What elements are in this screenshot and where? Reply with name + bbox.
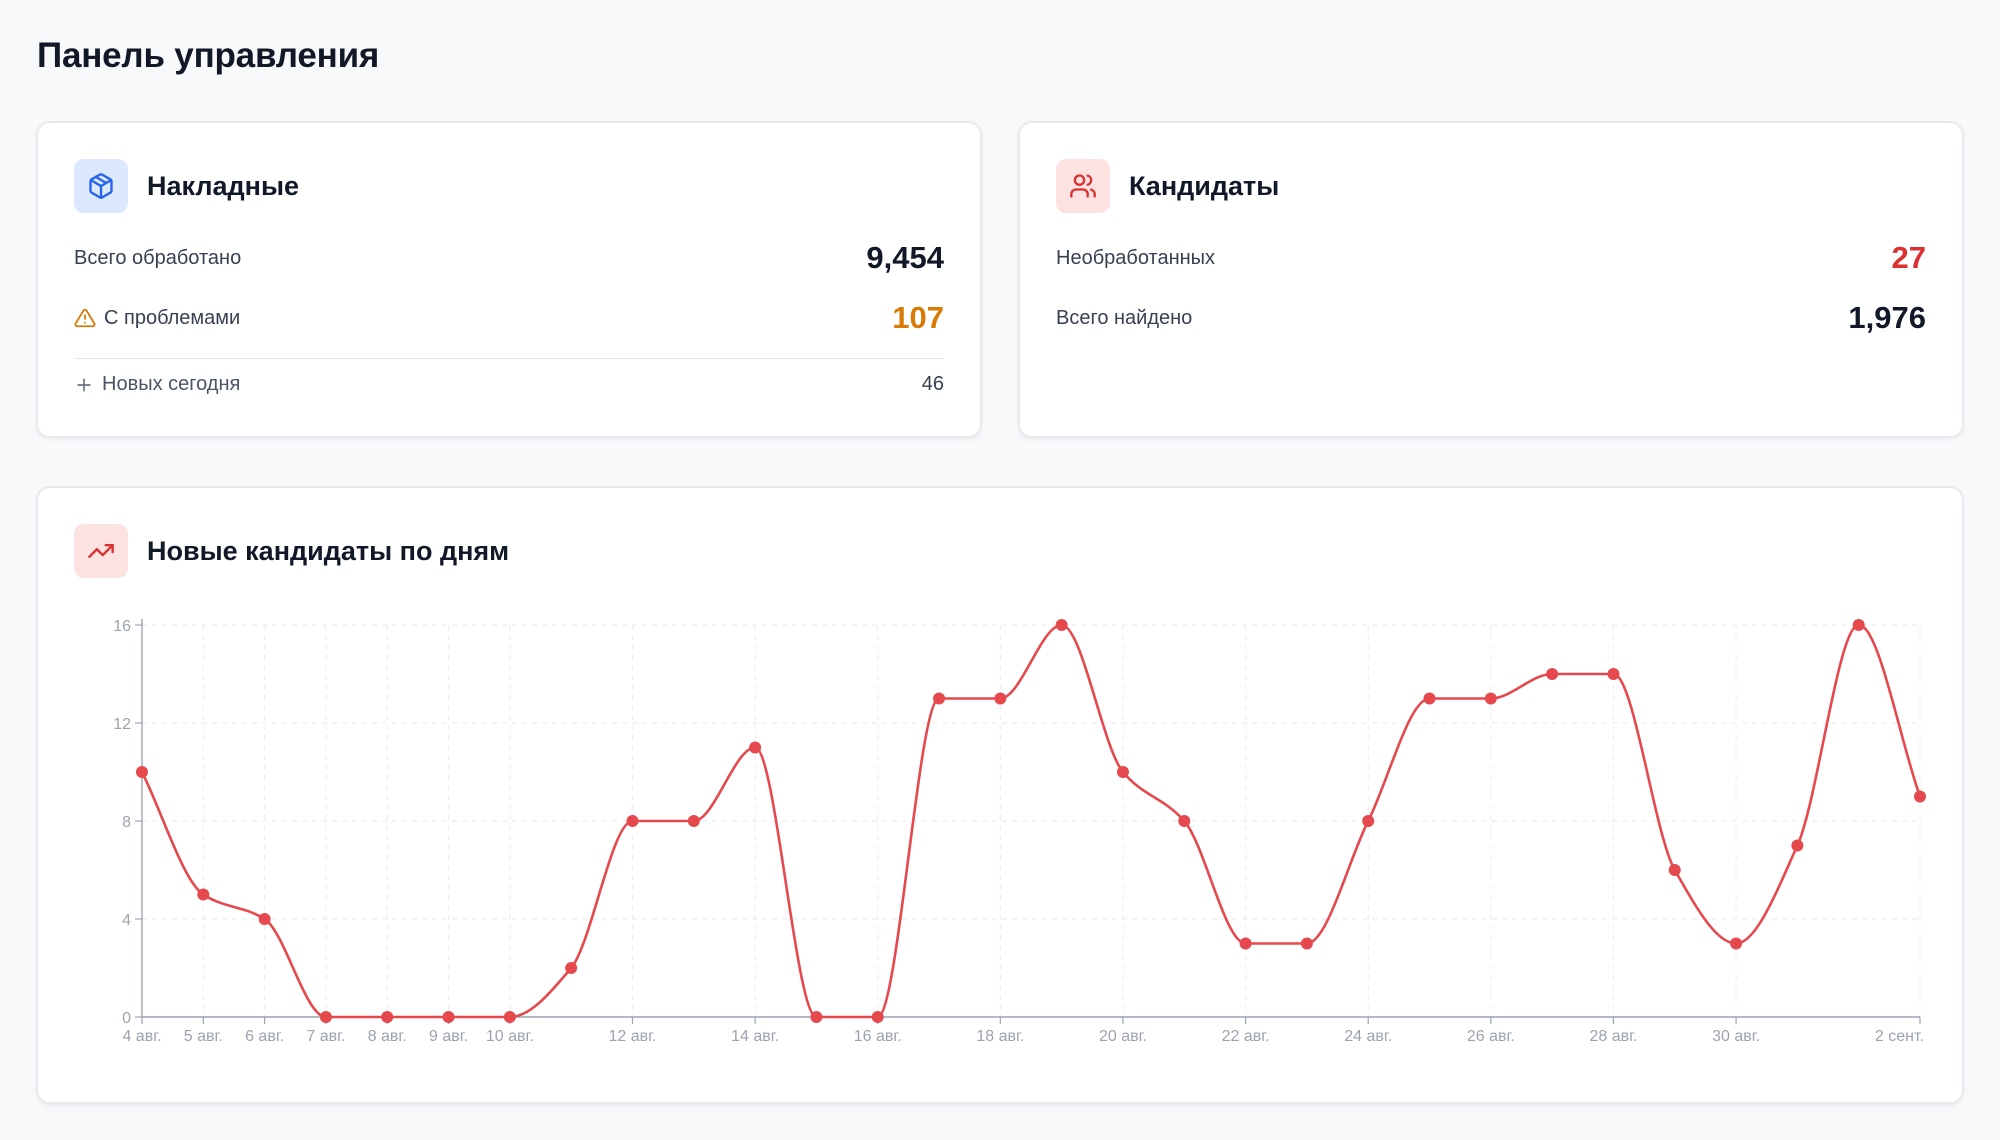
x-tick-label: 9 авг. [429,1028,468,1045]
x-tick-label: 12 авг. [608,1028,656,1045]
invoices-problems-row: С проблемами 107 [74,300,944,336]
invoices-card: Накладные Всего обработано 9,454 С пробл… [36,121,982,438]
data-point [381,1011,394,1023]
x-tick-label: 28 авг. [1589,1028,1637,1045]
x-tick-label: 22 авг. [1222,1028,1270,1045]
data-point [1239,937,1252,950]
invoices-problems-label: С проблемами [104,306,241,329]
data-point [1730,937,1743,950]
data-point [258,913,271,925]
data-point [1546,668,1559,680]
plus-icon [74,375,94,395]
data-point [1607,668,1620,680]
y-tick-label: 8 [122,814,131,831]
candidates-card-header: Кандидаты [1056,159,1279,213]
y-tick-label: 0 [122,1010,131,1027]
users-icon [1056,159,1110,213]
chart-card-header: Новые кандидаты по дням [74,524,509,578]
x-tick-label: 20 авг. [1099,1028,1147,1045]
candidates-card: Кандидаты Необработанных 27 Всего найден… [1018,121,1964,438]
invoices-new-today-value: 46 [921,373,944,395]
y-tick-label: 12 [113,716,131,733]
data-point [1116,766,1129,778]
data-point [1668,864,1681,876]
data-point [810,1011,823,1023]
candidates-card-title: Кандидаты [1129,170,1280,201]
invoices-total-value: 9,454 [866,240,944,275]
data-point [442,1011,455,1023]
candidates-found-label: Всего найдено [1056,306,1193,329]
x-tick-label: 24 авг. [1344,1028,1392,1045]
invoices-problems-label-group: С проблемами [74,307,240,330]
data-point [503,1011,516,1023]
data-point [1423,692,1436,705]
y-tick-label: 16 [113,618,131,635]
data-point [626,815,639,827]
x-tick-label: 5 авг. [184,1028,223,1045]
y-tick-label: 4 [122,912,131,929]
invoices-problems-value: 107 [892,300,944,335]
line-chart: 0 4 8 12 16 4 авг. 5 авг. 6 авг. 7 авг. 8 авг. 9 а… [113,618,1926,1045]
data-point [1791,839,1804,852]
x-tick-label: 2 сент. [1875,1028,1924,1045]
x-tick-label: 8 авг. [368,1028,407,1045]
invoices-new-today-row: Новых сегодня 46 [74,373,944,396]
invoices-total-row: Всего обработано 9,454 [74,240,944,276]
candidates-found-value: 1,976 [1848,300,1926,335]
page-title: Панель управления [37,36,380,75]
data-point [1914,790,1926,803]
x-tick-label: 30 авг. [1712,1028,1760,1045]
trending-up-icon [74,524,128,578]
invoices-card-title: Накладные [147,170,300,201]
data-point [871,1011,884,1023]
candidates-unprocessed-row: Необработанных 27 [1056,240,1926,276]
data-point [319,1011,332,1023]
invoices-divider [74,358,944,359]
data-point [565,962,578,974]
invoices-card-header: Накладные [74,159,299,213]
data-point [136,766,148,778]
x-tick-label: 7 авг. [306,1028,345,1045]
data-point [933,692,946,705]
x-tick-label: 14 авг. [731,1028,779,1045]
invoices-new-today-label-group: Новых сегодня [74,373,240,396]
data-point [1055,619,1068,631]
x-tick-label: 6 авг. [245,1028,284,1045]
data-point [1300,937,1313,950]
data-point [687,815,700,827]
candidates-unprocessed-value: 27 [1891,240,1926,275]
data-point [1484,692,1497,705]
data-point [1362,815,1375,827]
candidates-unprocessed-label: Необработанных [1056,246,1216,269]
invoices-total-label: Всего обработано [74,246,242,269]
x-tick-label: 16 авг. [854,1028,902,1045]
package-icon [74,159,128,213]
x-tick-label: 10 авг. [486,1028,534,1045]
candidates-found-row: Всего найдено 1,976 [1056,300,1926,336]
data-point [994,692,1007,705]
data-point [749,741,762,754]
warning-icon [74,307,96,329]
invoices-new-today-label: Новых сегодня [102,373,241,395]
chart-card: Новые кандидаты по дням 0 4 8 12 16 4 авг. 5 а… [36,486,1964,1104]
x-tick-label: 18 авг. [976,1028,1024,1045]
data-point [1178,815,1191,827]
x-tick-label: 26 авг. [1467,1028,1515,1045]
data-point [197,888,210,901]
x-tick-label: 4 авг. [122,1028,161,1045]
chart-card-title: Новые кандидаты по дням [147,535,510,566]
data-point [1852,619,1865,631]
